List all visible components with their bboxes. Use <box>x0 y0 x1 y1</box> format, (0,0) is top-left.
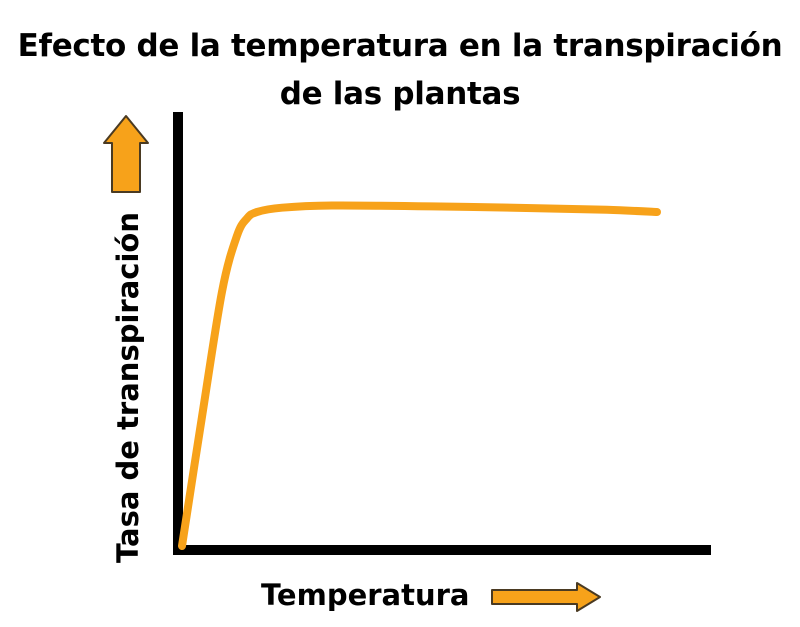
x-axis-label: Temperatura <box>261 578 470 612</box>
y-arrow-icon <box>103 115 149 193</box>
y-axis-label: Tasa de transpiración <box>111 212 145 563</box>
x-arrow-icon <box>491 582 601 612</box>
axes <box>173 112 711 555</box>
chart-title-line-1: Efecto de la temperatura en la transpira… <box>17 28 783 64</box>
series-line <box>178 201 661 550</box>
chart-title-line-2: de las plantas <box>279 76 521 112</box>
chart-title: Efecto de la temperatura en la transpira… <box>0 22 800 118</box>
